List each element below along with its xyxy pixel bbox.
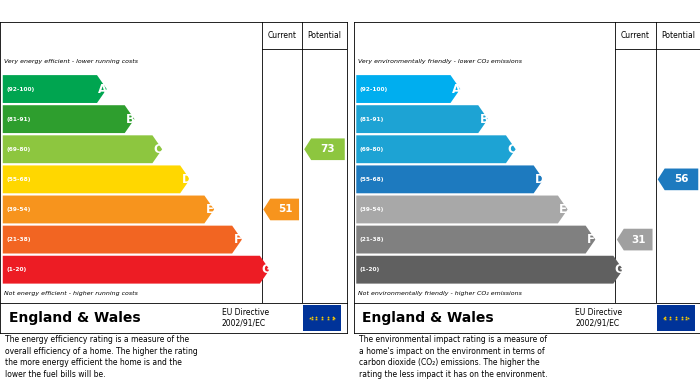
Text: A: A	[452, 83, 461, 95]
Text: Very environmentally friendly - lower CO₂ emissions: Very environmentally friendly - lower CO…	[358, 59, 522, 64]
Text: Current: Current	[267, 31, 297, 40]
Text: B: B	[480, 113, 489, 126]
Polygon shape	[617, 229, 652, 250]
Text: Energy Efficiency Rating: Energy Efficiency Rating	[5, 6, 149, 16]
Text: Potential: Potential	[661, 31, 695, 40]
Text: The energy efficiency rating is a measure of the
overall efficiency of a home. T: The energy efficiency rating is a measur…	[5, 335, 198, 379]
Text: (1-20): (1-20)	[360, 267, 380, 272]
Polygon shape	[3, 75, 106, 103]
Text: C: C	[508, 143, 516, 156]
Text: (55-68): (55-68)	[6, 177, 31, 182]
Text: 56: 56	[674, 174, 689, 185]
Text: A: A	[99, 83, 108, 95]
Polygon shape	[3, 196, 214, 223]
Polygon shape	[3, 226, 242, 253]
Polygon shape	[356, 165, 543, 193]
Text: (55-68): (55-68)	[360, 177, 384, 182]
Text: C: C	[154, 143, 162, 156]
Text: (39-54): (39-54)	[360, 207, 384, 212]
Text: Environmental Impact (CO₂) Rating: Environmental Impact (CO₂) Rating	[358, 6, 565, 16]
Text: 31: 31	[632, 235, 646, 245]
Text: F: F	[234, 233, 241, 246]
Text: (21-38): (21-38)	[6, 237, 31, 242]
Text: Very energy efficient - lower running costs: Very energy efficient - lower running co…	[4, 59, 138, 64]
Text: Not environmentally friendly - higher CO₂ emissions: Not environmentally friendly - higher CO…	[358, 291, 522, 296]
Text: G: G	[261, 263, 271, 276]
Text: (21-38): (21-38)	[360, 237, 384, 242]
Text: Not energy efficient - higher running costs: Not energy efficient - higher running co…	[4, 291, 138, 296]
Text: England & Wales: England & Wales	[8, 311, 140, 325]
Text: EU Directive
2002/91/EC: EU Directive 2002/91/EC	[222, 308, 269, 327]
FancyBboxPatch shape	[303, 305, 342, 331]
Text: F: F	[587, 233, 595, 246]
Text: E: E	[206, 203, 214, 216]
Text: G: G	[615, 263, 624, 276]
Text: D: D	[535, 173, 545, 186]
Text: (39-54): (39-54)	[6, 207, 31, 212]
Polygon shape	[658, 169, 699, 190]
Text: 73: 73	[321, 144, 335, 154]
Text: (1-20): (1-20)	[6, 267, 27, 272]
Polygon shape	[356, 256, 623, 283]
Text: Current: Current	[621, 31, 650, 40]
Polygon shape	[3, 135, 162, 163]
Polygon shape	[356, 75, 460, 103]
Text: (81-91): (81-91)	[360, 117, 384, 122]
Polygon shape	[3, 165, 190, 193]
Text: (92-100): (92-100)	[360, 86, 388, 91]
Text: (69-80): (69-80)	[6, 147, 31, 152]
Polygon shape	[304, 138, 345, 160]
Text: The environmental impact rating is a measure of
a home's impact on the environme: The environmental impact rating is a mea…	[358, 335, 547, 379]
Polygon shape	[356, 196, 568, 223]
Polygon shape	[356, 105, 488, 133]
Text: EU Directive
2002/91/EC: EU Directive 2002/91/EC	[575, 308, 622, 327]
Text: 51: 51	[279, 204, 293, 215]
Polygon shape	[356, 226, 596, 253]
Polygon shape	[3, 105, 134, 133]
Text: (92-100): (92-100)	[6, 86, 34, 91]
Text: E: E	[559, 203, 567, 216]
Text: (81-91): (81-91)	[6, 117, 31, 122]
Text: B: B	[126, 113, 135, 126]
Text: (69-80): (69-80)	[360, 147, 384, 152]
Polygon shape	[356, 135, 516, 163]
Text: England & Wales: England & Wales	[362, 311, 494, 325]
FancyBboxPatch shape	[657, 305, 695, 331]
Polygon shape	[3, 256, 270, 283]
Text: D: D	[181, 173, 191, 186]
Text: Potential: Potential	[307, 31, 342, 40]
Polygon shape	[263, 199, 299, 220]
